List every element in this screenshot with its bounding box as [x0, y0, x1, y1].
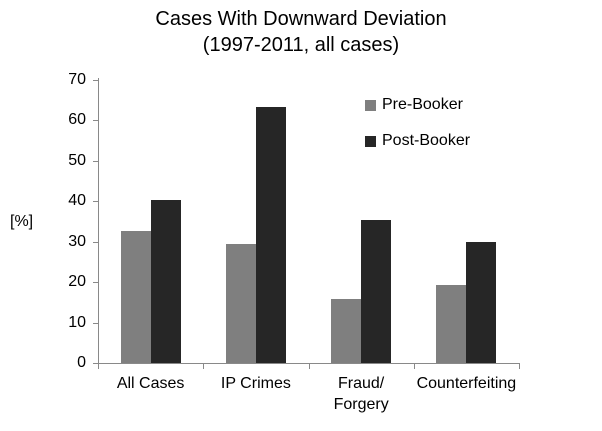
pre-booker-bar-counterfeiting	[436, 285, 467, 363]
category-label-ip-crimes: IP Crimes	[220, 375, 291, 392]
chart-title-block: Cases With Downward Deviation (1997-2011…	[0, 6, 602, 58]
x-tick-mark	[413, 364, 415, 369]
y-tick-label: 30	[68, 232, 86, 250]
y-tick-mark	[93, 322, 98, 324]
x-tick-mark	[203, 364, 205, 369]
legend-swatch-post-booker	[365, 135, 376, 147]
category-label-fraud-forgery: Fraud/ Forgery	[333, 375, 389, 413]
legend-swatch-pre-booker	[365, 99, 376, 111]
y-tick-label: 20	[68, 273, 86, 291]
y-tick-label: 10	[68, 313, 86, 331]
x-tick-mark	[519, 364, 520, 369]
legend-item-post-booker: Post-Booker	[365, 133, 470, 149]
y-tick-mark	[93, 363, 98, 364]
y-tick-mark	[93, 80, 98, 81]
x-tick-mark	[308, 364, 310, 369]
category-label-all-cases: All Cases	[116, 375, 185, 392]
legend-label-post-booker: Post-Booker	[382, 132, 471, 149]
y-tick-mark	[93, 160, 98, 162]
y-axis-label: [%]	[10, 213, 34, 230]
pre-booker-bar-ip-crimes	[225, 244, 256, 363]
post-booker-bar-ip-crimes	[255, 107, 286, 363]
post-booker-bar-all-cases	[150, 200, 181, 363]
legend-item-pre-booker: Pre-Booker	[365, 97, 463, 113]
pre-booker-bar-all-cases	[120, 231, 151, 363]
y-tick-mark	[93, 282, 98, 284]
category-label-counterfeiting: Counterfeiting	[416, 375, 517, 392]
chart-subtitle: (1997-2011, all cases)	[202, 34, 400, 56]
x-tick-mark	[98, 364, 99, 369]
y-tick-label: 60	[68, 111, 86, 129]
pre-booker-bar-fraud-forgery	[331, 299, 362, 363]
y-tick-label: 70	[68, 71, 86, 88]
post-booker-bar-fraud-forgery	[361, 220, 392, 363]
x-axis-line	[98, 363, 520, 364]
y-tick-mark	[93, 241, 98, 243]
y-tick-mark	[93, 201, 98, 203]
legend-label-pre-booker: Pre-Booker	[382, 96, 463, 113]
y-tick-mark	[93, 120, 98, 122]
y-tick-label: 50	[68, 151, 86, 169]
chart-title: Cases With Downward Deviation	[155, 8, 447, 30]
y-axis-line	[98, 78, 99, 364]
y-tick-label: 0	[77, 354, 86, 371]
y-tick-label: 40	[68, 192, 86, 210]
post-booker-bar-counterfeiting	[466, 242, 497, 363]
